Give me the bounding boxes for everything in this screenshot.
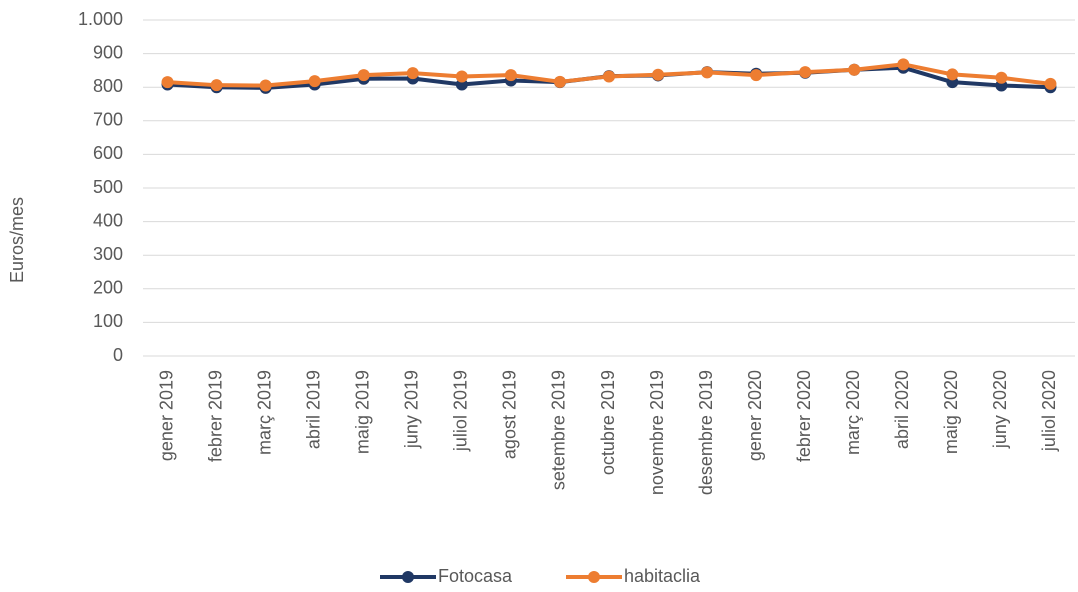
x-tick-label: gener 2020 (745, 370, 765, 461)
y-tick-label: 1.000 (78, 9, 123, 29)
point (406, 67, 419, 80)
point (897, 58, 910, 71)
x-tick-label: juliol 2020 (1039, 370, 1059, 452)
x-tick-label: maig 2019 (352, 370, 372, 454)
y-tick-label: 400 (93, 210, 123, 230)
x-tick-label: setembre 2019 (549, 370, 569, 490)
x-tick-label: agost 2019 (500, 370, 520, 459)
y-tick-label: 600 (93, 143, 123, 163)
y-tick-label: 900 (93, 42, 123, 62)
x-tick-label: octubre 2019 (598, 370, 618, 475)
y-tick-label: 0 (113, 345, 123, 365)
point (848, 63, 861, 76)
x-tick-label: abril 2019 (303, 370, 323, 449)
point (750, 69, 763, 82)
x-tick-label: juny 2019 (402, 370, 422, 449)
point (210, 79, 223, 92)
x-tick-label: febrer 2019 (205, 370, 225, 462)
x-tick-label: maig 2020 (941, 370, 961, 454)
point (799, 66, 812, 79)
x-tick-label: març 2019 (254, 370, 274, 455)
point (455, 70, 468, 83)
y-tick-label: 500 (93, 177, 123, 197)
point (701, 66, 714, 79)
point (652, 68, 665, 81)
x-tick-label: abril 2020 (892, 370, 912, 449)
point (259, 79, 272, 92)
point (603, 70, 615, 83)
y-tick-label: 200 (93, 278, 123, 298)
legend-label: Fotocasa (438, 566, 513, 586)
point (161, 76, 174, 89)
point (553, 75, 566, 88)
y-axis-label: Euros/mes (7, 197, 27, 283)
point (308, 75, 321, 88)
x-tick-label: novembre 2019 (647, 370, 667, 495)
x-tick-label: gener 2019 (156, 370, 176, 461)
x-tick-label: febrer 2020 (794, 370, 814, 462)
x-tick-label: desembre 2019 (696, 370, 716, 495)
y-tick-label: 100 (93, 311, 123, 331)
legend-marker (402, 571, 414, 583)
x-tick-label: juny 2020 (990, 370, 1010, 449)
point (946, 68, 959, 81)
point (504, 69, 517, 82)
point (357, 69, 370, 82)
legend-marker (588, 571, 600, 583)
legend-label: habitaclia (624, 566, 701, 586)
y-tick-label: 700 (93, 110, 123, 130)
point (1044, 77, 1057, 90)
y-tick-label: 300 (93, 244, 123, 264)
y-tick-label: 800 (93, 76, 123, 96)
x-tick-label: juliol 2019 (451, 370, 471, 452)
point (995, 71, 1008, 84)
x-tick-label: març 2020 (843, 370, 863, 455)
